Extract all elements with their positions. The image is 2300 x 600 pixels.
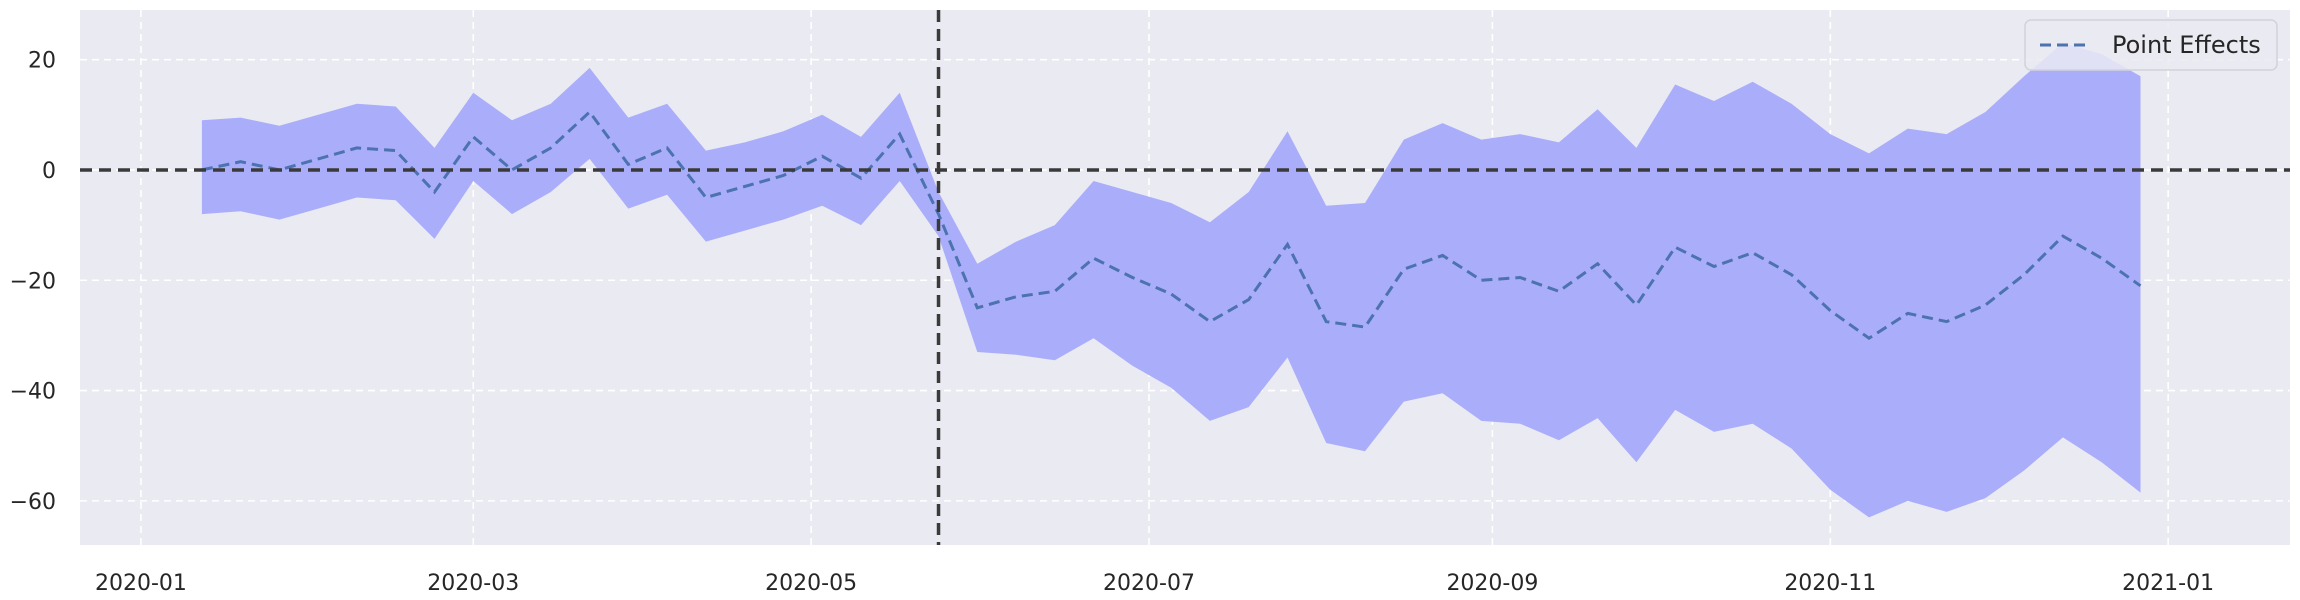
y-tick-label: 0 bbox=[42, 159, 56, 184]
y-tick-label: 20 bbox=[28, 49, 56, 74]
legend: Point Effects bbox=[2024, 19, 2278, 71]
point-effects-line bbox=[201, 109, 2142, 341]
y-tick-label: −60 bbox=[10, 490, 56, 515]
x-tick-label: 2021-01 bbox=[2122, 571, 2214, 596]
x-tick-label: 2020-09 bbox=[1446, 571, 1538, 596]
legend-label: Point Effects bbox=[2112, 31, 2261, 59]
confidence-band bbox=[201, 43, 2141, 518]
legend-box bbox=[2024, 19, 2278, 71]
axis-ticks: 2020-01 2020-03 2020-05 2020-07 2020-09 2020-… bbox=[10, 49, 2215, 596]
y-tick-label: −40 bbox=[10, 380, 56, 405]
x-tick-label: 2020-01 bbox=[95, 571, 187, 596]
x-tick-label: 2020-03 bbox=[427, 571, 519, 596]
x-tick-label: 2020-07 bbox=[1103, 571, 1195, 596]
x-tick-label: 2020-11 bbox=[1784, 571, 1876, 596]
y-tick-label: −20 bbox=[10, 269, 56, 294]
x-tick-label: 2020-05 bbox=[765, 571, 857, 596]
